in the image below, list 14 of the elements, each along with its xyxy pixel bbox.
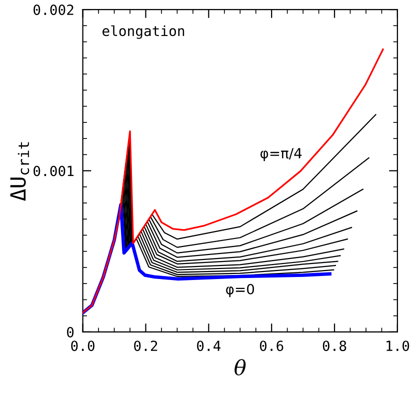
series-label: φ=π/4 [260, 148, 302, 162]
x-tick-label: 0.0 [71, 340, 94, 352]
x-tick-label: 1.0 [386, 340, 410, 352]
x-tick-label: 0.8 [322, 340, 346, 352]
x-tick-label: 0.6 [260, 340, 284, 352]
series-label: φ=0 [226, 284, 254, 298]
y-axis-title: ΔU$_{crit}$ [10, 142, 30, 201]
y-tick-label: 0.001 [34, 166, 74, 176]
y-tick-label: 0.002 [34, 4, 74, 16]
y-tick-label: 0 [67, 326, 74, 338]
annotation: elongation [102, 25, 184, 39]
x-tick-label: 0.2 [134, 340, 158, 352]
x-axis-title: θ [234, 359, 246, 376]
x-tick-label: 0.4 [197, 340, 221, 352]
